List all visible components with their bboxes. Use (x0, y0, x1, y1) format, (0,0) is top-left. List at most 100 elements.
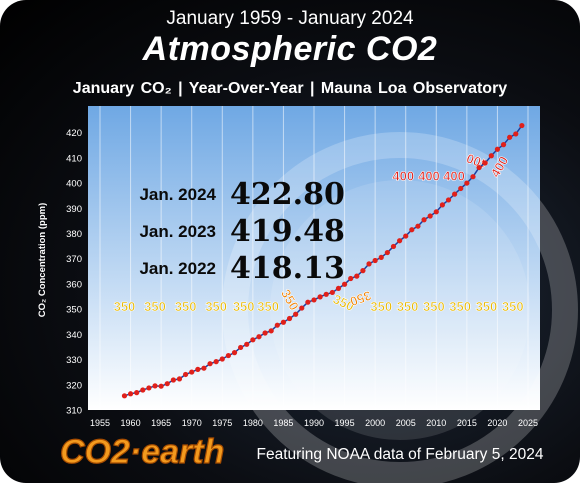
data-point (238, 344, 244, 351)
callout-value: 418.13 (230, 251, 345, 286)
data-point (329, 289, 335, 296)
data-point (482, 160, 488, 166)
annotation-label: 350 (370, 299, 392, 314)
annotation-label: 350 (348, 288, 374, 310)
x-tick-label: 2000 (365, 418, 385, 428)
data-point (470, 174, 476, 180)
x-tick-label: 1995 (335, 418, 355, 428)
y-tick-label: 400 (66, 179, 82, 190)
data-point (323, 291, 329, 297)
data-point (250, 337, 256, 343)
annotation-label: 400 (418, 169, 440, 184)
data-point (390, 243, 397, 250)
data-point (403, 233, 409, 239)
x-tick-label: 1990 (304, 418, 324, 428)
data-point (427, 213, 433, 219)
data-point (286, 315, 293, 322)
x-tick-label: 2015 (457, 418, 477, 428)
x-tick-label: 1970 (182, 418, 202, 428)
data-point (409, 227, 415, 233)
data-point (445, 197, 452, 203)
x-tick-label: 1975 (212, 418, 232, 428)
callout-labels: Jan. 2024 422.80 Jan. 2023 419.48 Jan. 2022 4… (139, 177, 344, 286)
y-tick-label: 390 (66, 204, 82, 215)
callout-value: 422.80 (230, 177, 345, 212)
data-point (513, 131, 519, 137)
source-note: Featuring NOAA data of February 5, 2024 (256, 446, 544, 463)
data-point (134, 390, 140, 396)
annotation-label: 350 (257, 299, 279, 314)
x-tick-label: 1960 (121, 418, 141, 428)
x-tick-label: 1985 (273, 418, 293, 428)
x-tick-label: 2025 (518, 418, 538, 428)
data-point (219, 356, 225, 362)
subtitle: January CO₂ | Year-Over-Year | Mauna Loa… (72, 80, 508, 97)
data-point (384, 249, 390, 256)
co2-watermark (222, 132, 578, 483)
data-point (244, 341, 250, 347)
data-point (421, 217, 427, 223)
annotation-label: 350 (114, 299, 136, 314)
data-point (268, 328, 274, 334)
x-axis-ticks: 1955 1960 1965 1970 1975 1980 1985 1990 1995 2000… (90, 418, 538, 428)
data-point (378, 254, 384, 260)
data-point (189, 369, 195, 375)
y-tick-label: 310 (66, 406, 82, 417)
data-point (507, 134, 513, 140)
data-point (433, 209, 439, 215)
y-tick-label: 350 (66, 305, 82, 316)
data-point (354, 273, 360, 279)
data-point (360, 268, 366, 274)
y-tick-label: 380 (66, 229, 82, 240)
data-point (293, 311, 299, 317)
data-point (213, 359, 219, 365)
annotation-label: 350 (205, 299, 227, 314)
data-point (335, 285, 342, 292)
callout-value: 419.48 (230, 214, 345, 249)
y-tick-label: 410 (66, 153, 82, 164)
data-point (488, 153, 494, 159)
data-point (127, 391, 134, 397)
callout-year-label: Jan. 2022 (139, 259, 216, 278)
data-point (317, 294, 323, 300)
annotation-label: 350 (233, 299, 255, 314)
data-point (201, 365, 207, 371)
data-point (476, 164, 482, 171)
data-point (262, 330, 268, 336)
annotation-label: 400 (392, 169, 414, 184)
date-range: January 1959 - January 2024 (166, 8, 414, 29)
data-point (225, 352, 231, 359)
data-point (464, 180, 470, 186)
data-series (121, 122, 525, 399)
data-point (158, 383, 164, 389)
data-point (170, 377, 176, 383)
y-axis-label: CO₂ Concentration (ppm) (37, 203, 48, 318)
x-tick-label: 2020 (487, 418, 507, 428)
data-point (152, 383, 158, 389)
y-tick-label: 420 (66, 128, 82, 139)
data-point (397, 238, 403, 244)
data-point (341, 281, 348, 287)
data-point (256, 334, 262, 340)
annotation-label: 350 (502, 299, 524, 314)
data-point (231, 350, 238, 356)
x-tick-label: 1980 (243, 418, 263, 428)
data-point (348, 275, 354, 282)
data-point (452, 191, 458, 197)
data-point (305, 299, 311, 305)
logo-text: CO2·earth (60, 433, 224, 470)
data-point (415, 223, 421, 229)
x-tick-label: 1965 (151, 418, 171, 428)
annotation-label: 350 (397, 299, 419, 314)
data-point (500, 142, 507, 148)
data-point (439, 202, 445, 208)
data-point (140, 387, 146, 393)
data-point (519, 122, 525, 129)
annotation-label: 350 (449, 299, 471, 314)
data-point (146, 385, 152, 391)
data-point (280, 319, 287, 325)
data-point (494, 146, 501, 152)
